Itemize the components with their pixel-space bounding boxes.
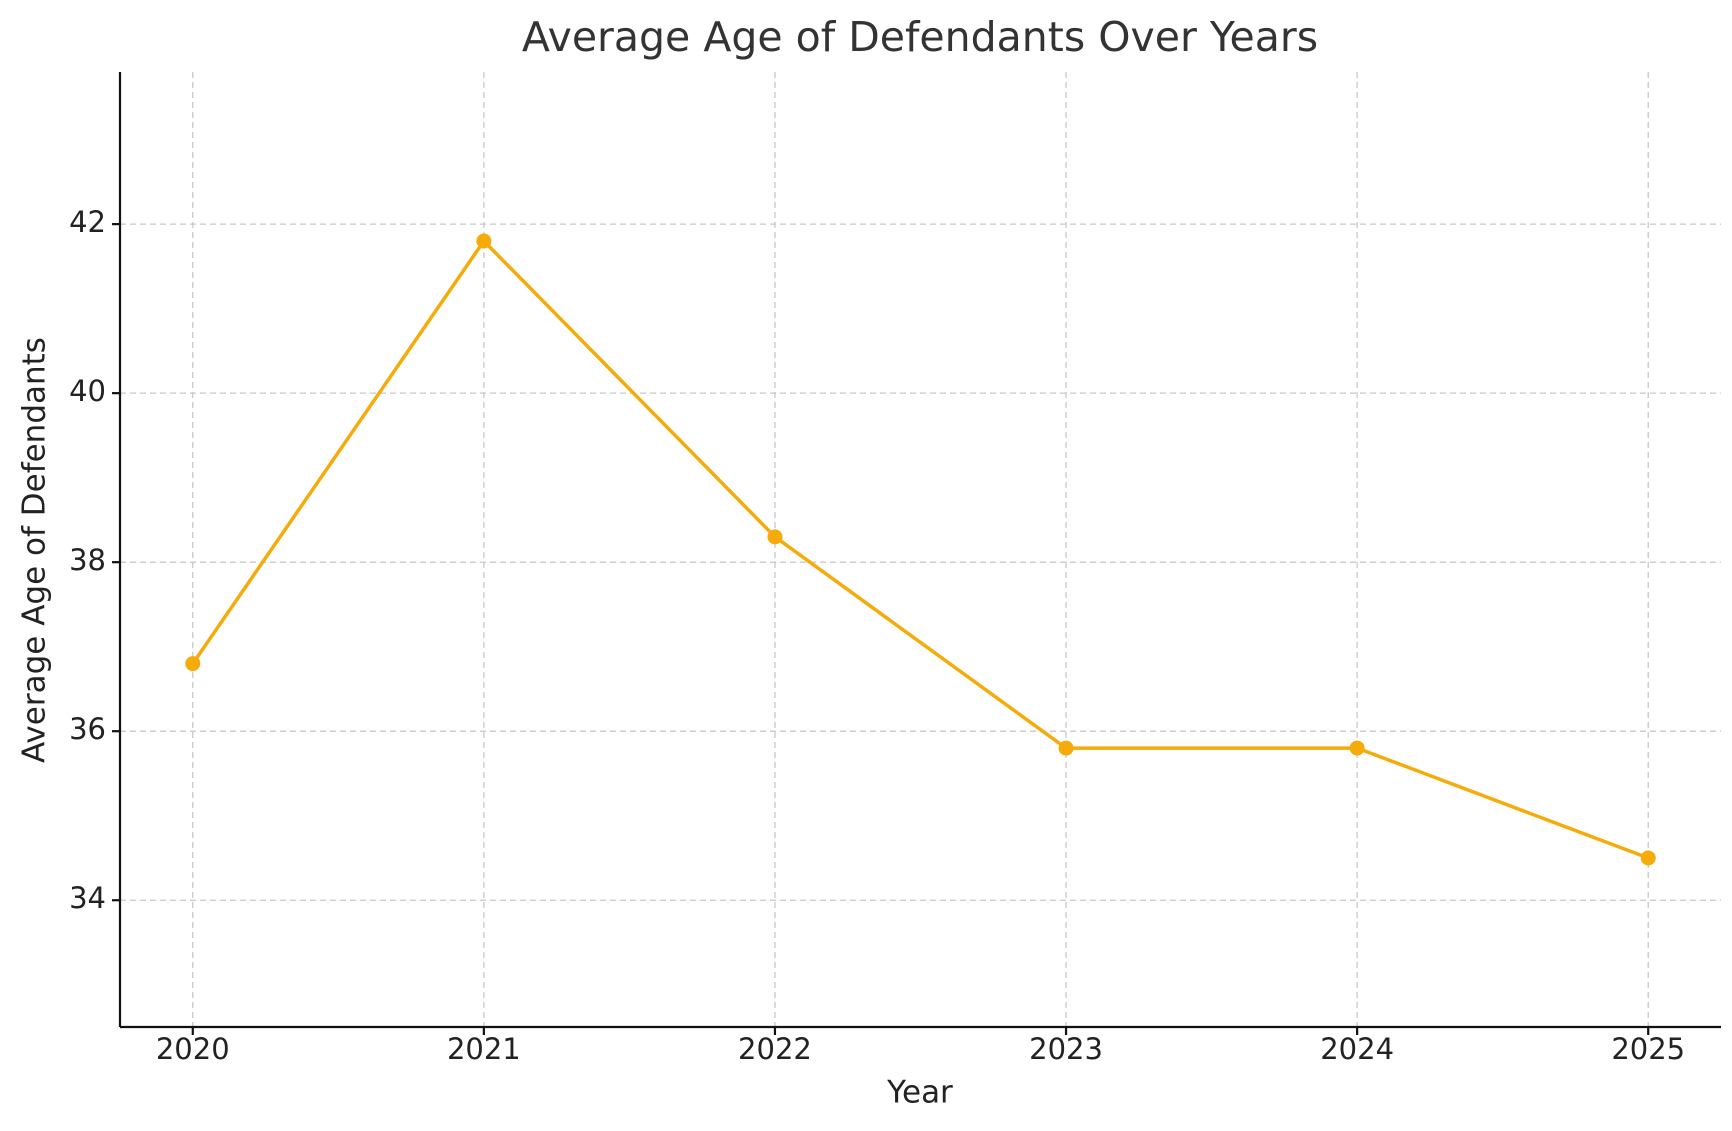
y-tick-label: 36	[69, 712, 106, 746]
y-tick-label: 40	[69, 374, 106, 408]
x-axis-label: Year	[886, 1075, 953, 1111]
chart-title: Average Age of Defendants Over Years	[522, 13, 1318, 61]
y-axis-label: Average Age of Defendants	[17, 337, 53, 763]
x-tick-label: 2024	[1320, 1032, 1394, 1066]
y-tick-label: 34	[69, 881, 106, 915]
y-tick-label: 42	[69, 205, 106, 239]
y-tick-label: 38	[69, 543, 106, 577]
x-tick-label: 2022	[738, 1032, 812, 1066]
point	[1640, 850, 1656, 866]
point	[476, 233, 492, 249]
point	[767, 529, 783, 545]
point	[1349, 740, 1365, 756]
point	[1058, 740, 1074, 756]
line	[191, 238, 1649, 860]
x-tick-label: 2020	[156, 1032, 230, 1066]
x-tick-label: 2023	[1029, 1032, 1103, 1066]
point	[185, 656, 201, 672]
x-tick-label: 2021	[447, 1032, 521, 1066]
x-tick-label: 2025	[1611, 1032, 1685, 1066]
